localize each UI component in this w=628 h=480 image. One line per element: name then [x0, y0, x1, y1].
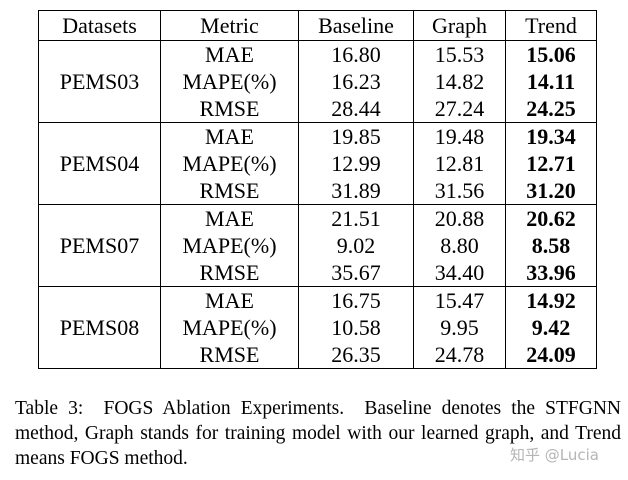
value-cell: 20.62 — [505, 204, 597, 232]
value-cell: 16.80 — [298, 40, 414, 68]
value-cell: 10.58 — [298, 314, 414, 341]
metric-cell: RMSE — [160, 95, 299, 123]
header-cell: Datasets — [38, 10, 161, 41]
dataset-cell: PEMS07 — [38, 204, 161, 287]
value-cell: 12.71 — [505, 150, 597, 177]
value-cell: 14.92 — [505, 286, 597, 314]
value-cell: 9.02 — [298, 232, 414, 259]
value-cell: 16.23 — [298, 68, 414, 95]
value-cell: 31.89 — [298, 177, 414, 205]
value-cell: 26.35 — [298, 341, 414, 369]
header-cell: Trend — [505, 10, 597, 41]
table-row: MAPE(%) 16.23 14.82 14.11 — [39, 68, 597, 95]
table-row: PEMS04 MAE 19.85 19.48 19.34 — [38, 122, 597, 205]
value-cell: 34.40 — [413, 259, 506, 287]
value-cell: 8.58 — [505, 232, 597, 259]
value-cell: 15.53 — [413, 40, 506, 68]
value-cell: 8.80 — [413, 232, 506, 259]
value-cell: 19.85 — [298, 122, 414, 150]
value-cell: 12.99 — [298, 150, 414, 177]
metric-cell: MAPE(%) — [160, 232, 299, 259]
value-cell: 9.42 — [505, 314, 597, 341]
metric-cell: RMSE — [160, 259, 299, 287]
value-cell: 15.06 — [505, 40, 597, 68]
header-row: Datasets Metric Baseline Graph Trend — [38, 10, 597, 41]
metric-cell: MAE — [160, 122, 299, 150]
caption: Table 3: FOGS Ablation Experiments. Base… — [15, 398, 626, 469]
value-cell: 28.44 — [298, 95, 414, 123]
table-body: PEMS03 MAE 16.80 15.53 15.06 MAPE(%) 16.23 14.8… — [38, 40, 597, 369]
value-cell: 33.96 — [505, 259, 597, 287]
value-cell: 12.81 — [413, 150, 506, 177]
value-cell: 9.95 — [413, 314, 506, 341]
value-cell: 21.51 — [298, 204, 414, 232]
table-row: PEMS07 MAE 21.51 20.88 20.62 — [38, 204, 597, 287]
value-cell: 24.78 — [413, 341, 506, 369]
metric-cell: RMSE — [160, 177, 299, 205]
results-table: Datasets Metric Baseline Graph Trend PEMS03 M… — [38, 10, 597, 369]
table-row: MAPE(%) 9.02 8.80 8.58 — [39, 232, 597, 259]
value-cell: 14.82 — [413, 68, 506, 95]
metric-cell: MAPE(%) — [160, 150, 299, 177]
value-cell: 35.67 — [298, 259, 414, 287]
table-row: MAPE(%) 10.58 9.95 9.42 — [39, 314, 597, 341]
value-cell: 24.25 — [505, 95, 597, 123]
dataset-cell: PEMS04 — [38, 122, 161, 205]
value-cell: 20.88 — [413, 204, 506, 232]
value-cell: 19.34 — [505, 122, 597, 150]
metric-cell: MAE — [160, 286, 299, 314]
metric-cell: RMSE — [160, 341, 299, 369]
table-row: PEMS08 MAE 16.75 15.47 14.92 — [38, 286, 597, 369]
header-cell: Baseline — [298, 10, 414, 41]
value-cell: 31.56 — [413, 177, 506, 205]
value-cell: 19.48 — [413, 122, 506, 150]
value-cell: 27.24 — [413, 95, 506, 123]
table-row: RMSE 26.35 24.78 24.09 — [39, 341, 597, 369]
metric-cell: MAPE(%) — [160, 314, 299, 341]
value-cell: 14.11 — [505, 68, 597, 95]
value-cell: 15.47 — [413, 286, 506, 314]
value-cell: 16.75 — [298, 286, 414, 314]
metric-cell: MAE — [160, 40, 299, 68]
value-cell: 31.20 — [505, 177, 597, 205]
metric-cell: MAPE(%) — [160, 68, 299, 95]
table-row: PEMS03 MAE 16.80 15.53 15.06 — [38, 40, 597, 123]
watermark: 知乎 @Lucia — [510, 446, 599, 464]
table-row: RMSE 28.44 27.24 24.25 — [39, 95, 597, 123]
table-row: RMSE 31.89 31.56 31.20 — [39, 177, 597, 205]
metric-cell: MAE — [160, 204, 299, 232]
value-cell: 24.09 — [505, 341, 597, 369]
header-cell: Graph — [413, 10, 506, 41]
dataset-cell: PEMS08 — [38, 286, 161, 369]
table-row: MAPE(%) 12.99 12.81 12.71 — [39, 150, 597, 177]
dataset-cell: PEMS03 — [38, 40, 161, 123]
header-cell: Metric — [160, 10, 299, 41]
